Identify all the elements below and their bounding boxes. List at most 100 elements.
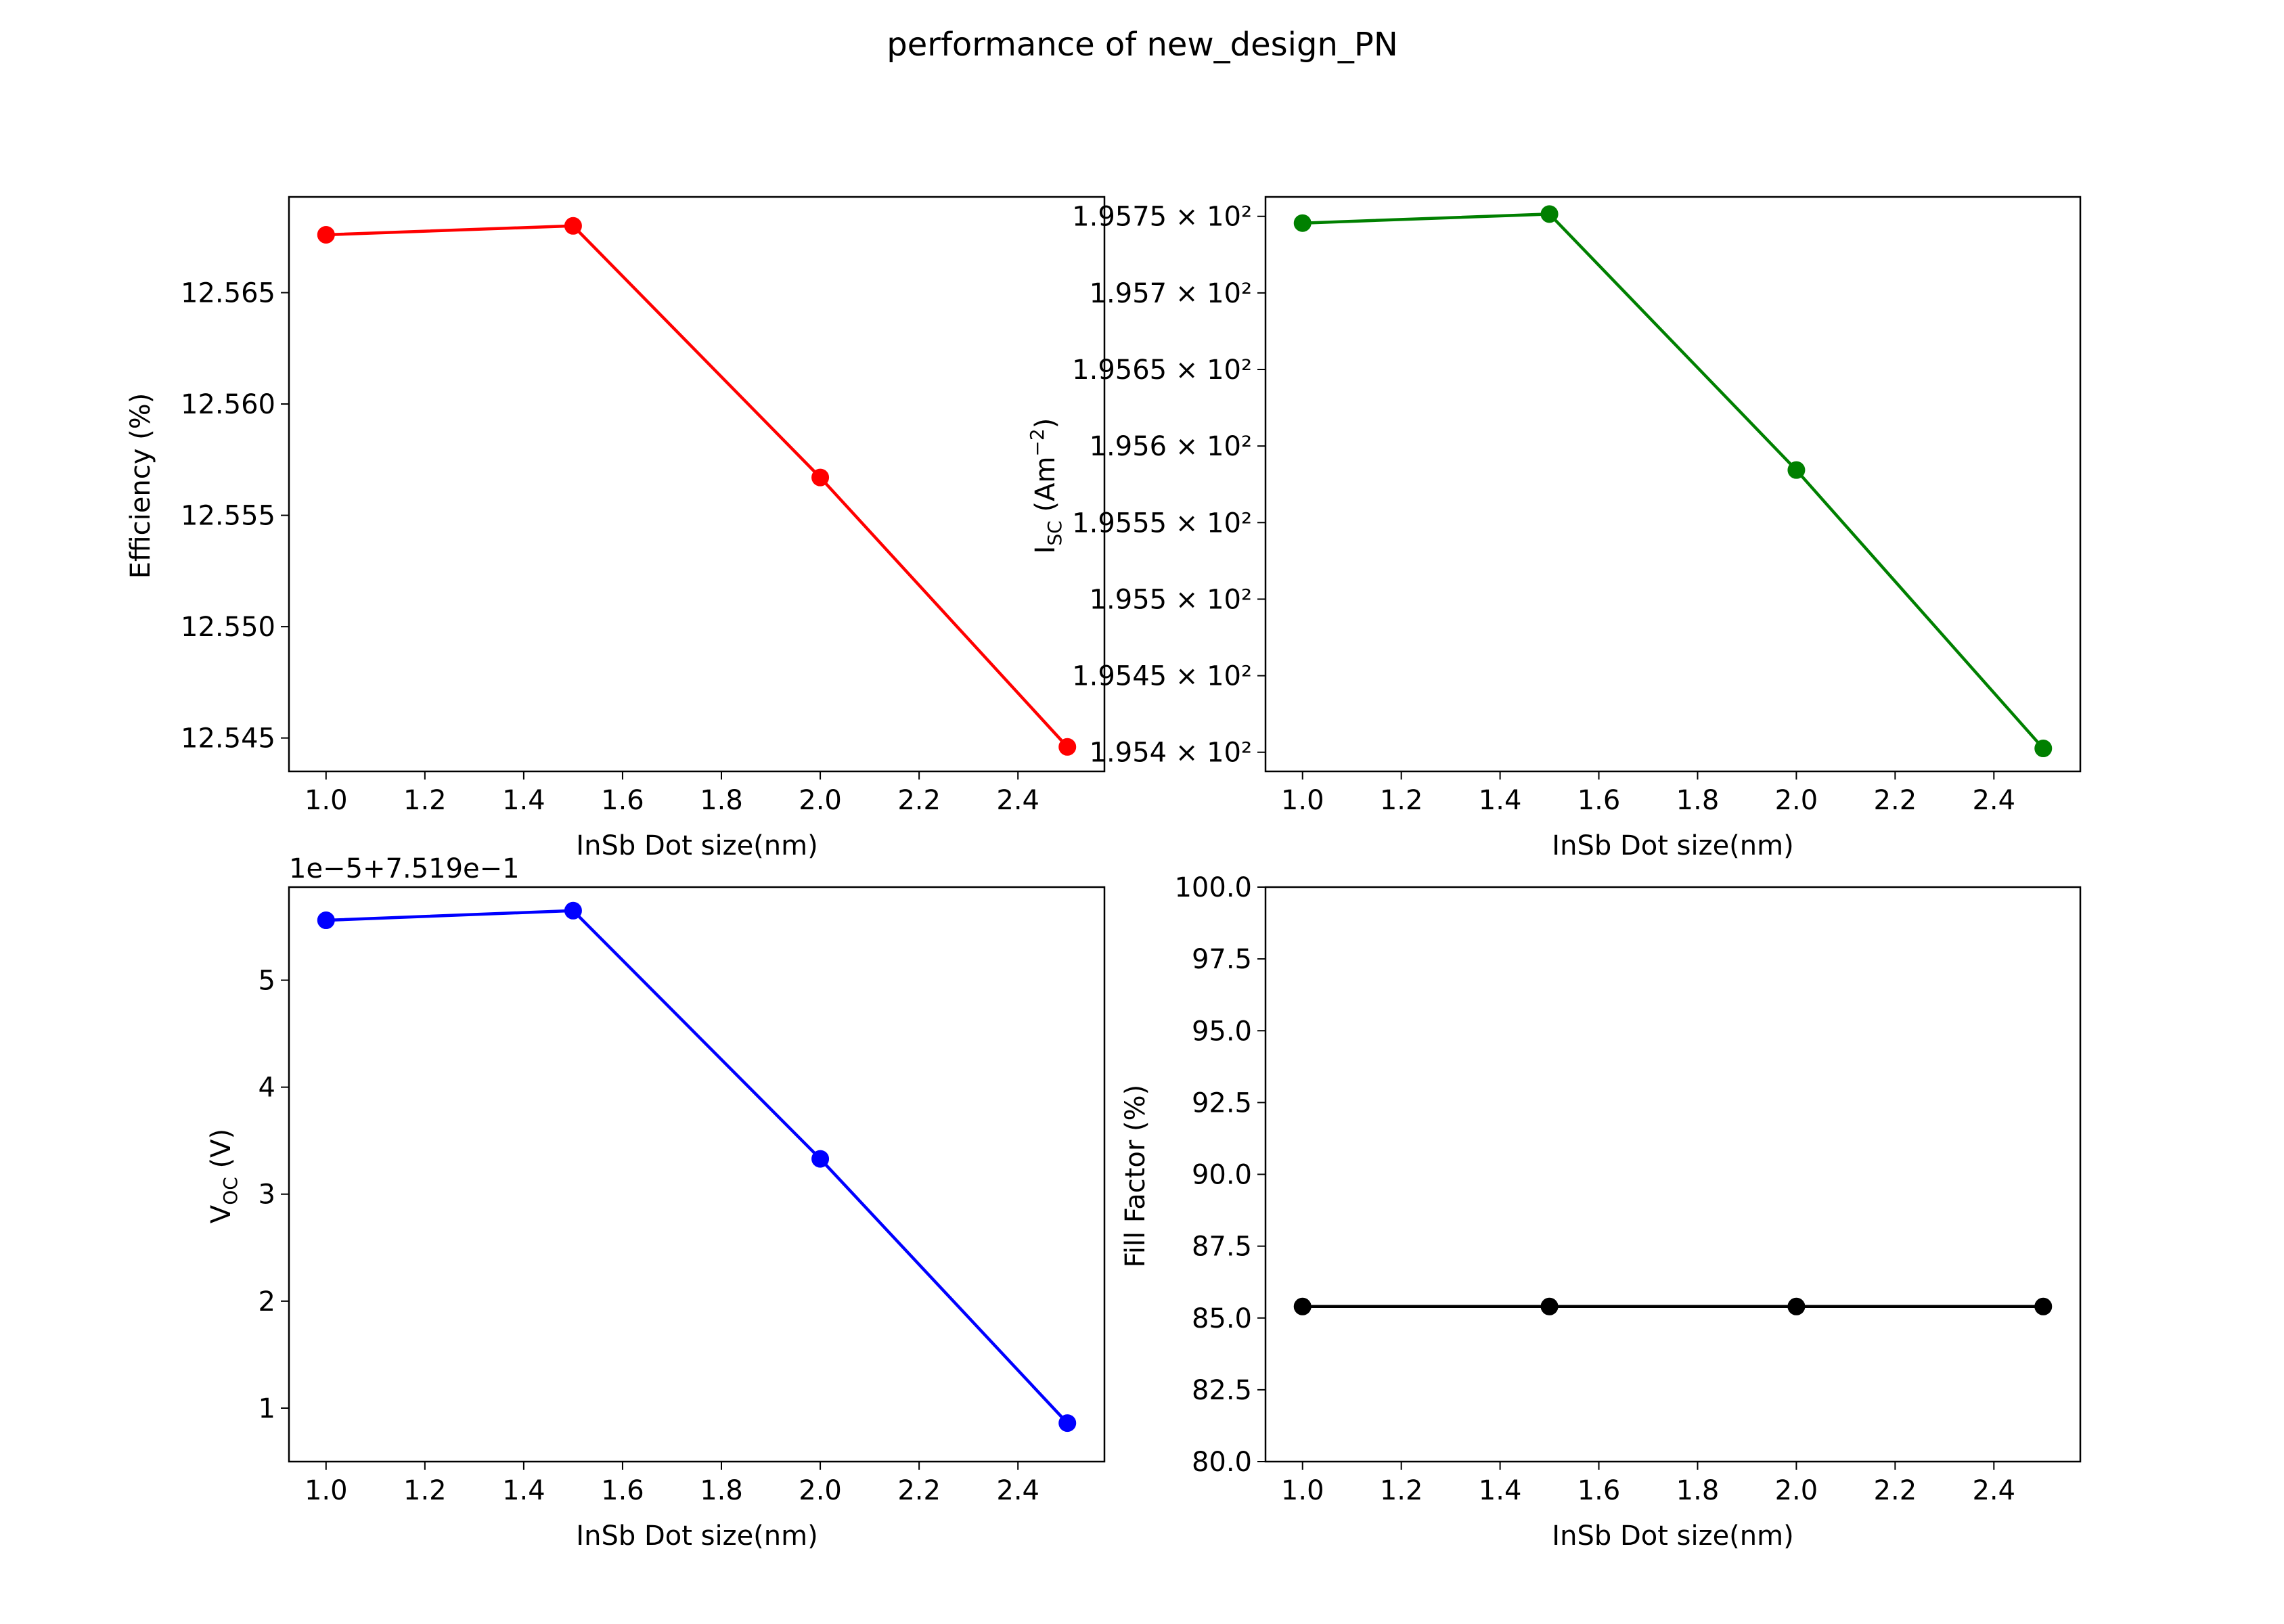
fill-factor-y-axis-label: Fill Factor (%) xyxy=(1120,1085,1151,1268)
fill-factor-x-tick-label: 2.0 xyxy=(1775,1475,1818,1506)
voc-x-tick-label: 2.4 xyxy=(996,1475,1039,1506)
isc-x-tick-label: 1.8 xyxy=(1676,785,1720,816)
voc-y-tick-label: 2 xyxy=(259,1286,275,1317)
efficiency-x-axis-label: InSb Dot size(nm) xyxy=(576,830,818,861)
fill-factor-y-tick-label: 100.0 xyxy=(1174,872,1252,903)
efficiency-y-tick-label: 12.550 xyxy=(181,612,275,643)
fill-factor-x-tick-label: 1.2 xyxy=(1380,1475,1423,1506)
fill-factor-y-tick-label: 92.5 xyxy=(1192,1087,1252,1119)
fill-factor-plot: 1.0 1.2 1.4 1.6 1.8 2.0 2.2 2.4 80.0 82.5 85.0 87.5… xyxy=(1174,872,2082,1506)
isc-x-tick-label: 1.2 xyxy=(1380,785,1423,816)
efficiency-y-tick-label: 12.565 xyxy=(181,278,275,309)
isc-y-axis-label: ISC (Am−2) xyxy=(1026,418,1066,554)
voc-data-point xyxy=(317,911,335,930)
isc-plot: 1.0 1.2 1.4 1.6 1.8 2.0 2.2 2.4 1.954 × 10² 1.954… xyxy=(1072,196,2082,816)
fill-factor-data-point xyxy=(2034,1297,2053,1315)
voc-y-label-sub: OC xyxy=(219,1177,242,1205)
efficiency-x-tick-label: 1.6 xyxy=(601,785,644,816)
panel-fill-factor: InSb Dot size(nm) Fill Factor (%) xyxy=(1120,1085,1794,1552)
fill-factor-x-tick-label: 1.0 xyxy=(1281,1475,1324,1506)
fill-factor-y-tick-label: 80.0 xyxy=(1192,1447,1252,1478)
efficiency-data-point xyxy=(811,468,830,487)
fill-factor-x-axis-label: InSb Dot size(nm) xyxy=(1552,1520,1793,1552)
panel-isc: InSb Dot size(nm) ISC (Am−2) xyxy=(1026,418,1794,861)
voc-offset-text: 1e−5+7.519e−1 xyxy=(289,853,520,884)
efficiency-y-axis-label: Efficiency (%) xyxy=(125,393,156,579)
efficiency-axes-frame xyxy=(288,196,1106,773)
voc-y-tick-label: 5 xyxy=(259,966,275,997)
isc-x-tick-label: 2.4 xyxy=(1972,785,2015,816)
isc-y-label-sub: SC xyxy=(1044,520,1066,545)
fill-factor-x-tick-label: 1.6 xyxy=(1577,1475,1621,1506)
isc-x-tick-label: 1.4 xyxy=(1479,785,1522,816)
fill-factor-data-point xyxy=(1787,1297,1806,1315)
efficiency-x-tick-label: 2.4 xyxy=(996,785,1039,816)
isc-x-tick-label: 2.2 xyxy=(1874,785,1917,816)
voc-series-line xyxy=(326,909,1069,1424)
voc-plot: 1.0 1.2 1.4 1.6 1.8 2.0 2.2 2.4 1 2 3 4 5 xyxy=(259,886,1106,1506)
isc-y-tick-label: 1.9575 × 10² xyxy=(1072,202,1252,233)
isc-data-point xyxy=(2034,740,2053,758)
isc-data-point xyxy=(1540,205,1559,223)
panel-efficiency: InSb Dot size(nm) Efficiency (%) xyxy=(125,393,818,861)
voc-x-axis-label: InSb Dot size(nm) xyxy=(576,1520,818,1552)
isc-y-tick-label: 1.957 × 10² xyxy=(1090,278,1252,309)
isc-x-tick-label: 1.6 xyxy=(1577,785,1621,816)
isc-y-tick-label: 1.9545 × 10² xyxy=(1072,661,1252,692)
isc-y-tick-label: 1.956 × 10² xyxy=(1090,431,1252,462)
voc-x-tick-label: 2.0 xyxy=(799,1475,842,1506)
voc-x-tick-label: 1.8 xyxy=(700,1475,743,1506)
fill-factor-data-point xyxy=(1540,1297,1559,1315)
voc-x-tick-label: 1.4 xyxy=(502,1475,545,1506)
voc-y-tick-label: 4 xyxy=(259,1073,275,1104)
fill-factor-y-tick-label: 97.5 xyxy=(1192,944,1252,975)
efficiency-y-tick-label: 12.560 xyxy=(181,389,275,420)
voc-x-tick-label: 1.2 xyxy=(403,1475,447,1506)
voc-data-point xyxy=(1058,1414,1077,1433)
efficiency-data-point xyxy=(564,217,582,235)
isc-data-point xyxy=(1293,214,1312,232)
isc-y-tick-label: 1.9555 × 10² xyxy=(1072,508,1252,539)
efficiency-plot: 1.0 1.2 1.4 1.6 1.8 2.0 2.2 2.4 12.545 12.550 12.5… xyxy=(181,196,1106,816)
voc-x-tick-label: 2.2 xyxy=(897,1475,941,1506)
voc-y-label-main: V xyxy=(206,1204,237,1223)
isc-series-line xyxy=(1302,212,2044,750)
fill-factor-x-tick-label: 2.4 xyxy=(1972,1475,2015,1506)
voc-y-tick-label: 3 xyxy=(259,1179,275,1211)
fill-factor-axes-frame xyxy=(1264,886,2082,1463)
isc-y-tick-label: 1.954 × 10² xyxy=(1090,738,1252,769)
voc-axes-frame xyxy=(288,886,1106,1463)
efficiency-x-tick-label: 1.4 xyxy=(502,785,545,816)
voc-x-tick-label: 1.0 xyxy=(305,1475,348,1506)
fill-factor-y-tick-label: 95.0 xyxy=(1192,1016,1252,1047)
figure-title: performance of new_design_PN xyxy=(887,26,1397,64)
isc-y-label-end: ) xyxy=(1030,418,1061,429)
fill-factor-y-tick-label: 90.0 xyxy=(1192,1160,1252,1191)
efficiency-x-tick-label: 1.0 xyxy=(305,785,348,816)
efficiency-x-tick-label: 2.2 xyxy=(897,785,941,816)
voc-data-point xyxy=(811,1150,830,1168)
fill-factor-x-tick-label: 1.8 xyxy=(1676,1475,1720,1506)
voc-y-label-rest: (V) xyxy=(206,1129,237,1177)
isc-x-axis-label: InSb Dot size(nm) xyxy=(1552,830,1793,861)
fill-factor-y-tick-label: 85.0 xyxy=(1192,1303,1252,1334)
isc-x-tick-label: 1.0 xyxy=(1281,785,1324,816)
voc-data-point xyxy=(564,901,582,920)
panel-voc: InSb Dot size(nm) VOC (V) 1e−5+7.519e−1 xyxy=(206,853,818,1552)
fill-factor-x-tick-label: 2.2 xyxy=(1874,1475,1917,1506)
isc-axes-frame xyxy=(1264,196,2082,773)
efficiency-x-tick-label: 1.8 xyxy=(700,785,743,816)
isc-y-label-sup: −2 xyxy=(1026,428,1048,456)
isc-y-label-rest: (Am xyxy=(1030,457,1061,521)
isc-y-tick-label: 1.9565 × 10² xyxy=(1072,355,1252,386)
isc-x-tick-label: 2.0 xyxy=(1775,785,1818,816)
isc-data-point xyxy=(1787,461,1806,479)
fill-factor-data-point xyxy=(1293,1297,1312,1315)
efficiency-y-tick-label: 12.545 xyxy=(181,723,275,754)
efficiency-x-tick-label: 1.2 xyxy=(403,785,447,816)
isc-y-label-main: I xyxy=(1030,546,1061,554)
efficiency-data-point xyxy=(1058,738,1077,756)
efficiency-y-tick-label: 12.555 xyxy=(181,501,275,532)
